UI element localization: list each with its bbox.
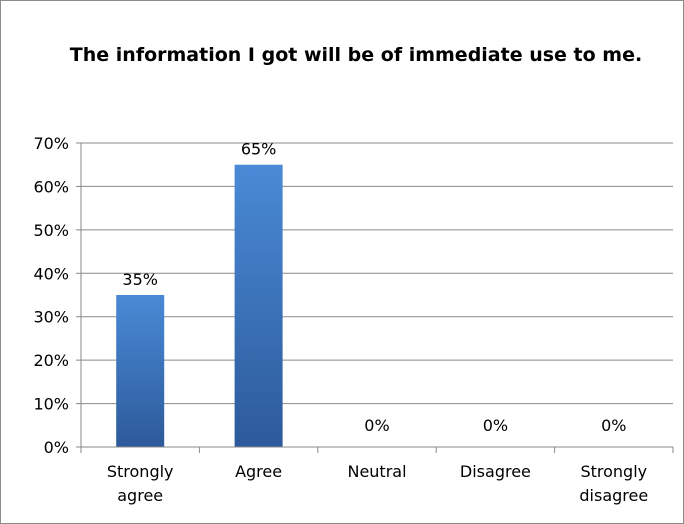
y-tick-label: 60% — [33, 177, 69, 196]
category-label: Neutral — [347, 462, 406, 481]
y-tick-label: 70% — [33, 134, 69, 153]
y-tick-label: 40% — [33, 264, 69, 283]
bar — [234, 164, 283, 447]
data-label: 0% — [483, 416, 508, 435]
data-label: 0% — [364, 416, 389, 435]
category-label: Strongly — [107, 462, 174, 481]
y-tick-label: 30% — [33, 308, 69, 327]
category-label: Disagree — [460, 462, 531, 481]
y-tick-label: 50% — [33, 221, 69, 240]
bars — [116, 164, 283, 447]
data-label: 0% — [601, 416, 626, 435]
category-label: agree — [117, 486, 163, 505]
labels: 0% 10% 20% 30% 40% 50% 60% 70% 35% Strongly agree 6… — [33, 134, 648, 505]
data-label: 35% — [122, 270, 158, 289]
y-tick-label: 10% — [33, 395, 69, 414]
chart-title: The information I got will be of immedia… — [69, 44, 643, 66]
axes — [76, 142, 674, 453]
category-label: Agree — [235, 462, 282, 481]
category-label: Strongly — [580, 462, 647, 481]
y-tick-label: 0% — [44, 438, 69, 457]
category-label: disagree — [579, 486, 648, 505]
data-label: 65% — [241, 140, 277, 159]
bar — [116, 295, 165, 447]
gridlines — [81, 142, 673, 405]
y-tick-label: 20% — [33, 351, 69, 370]
